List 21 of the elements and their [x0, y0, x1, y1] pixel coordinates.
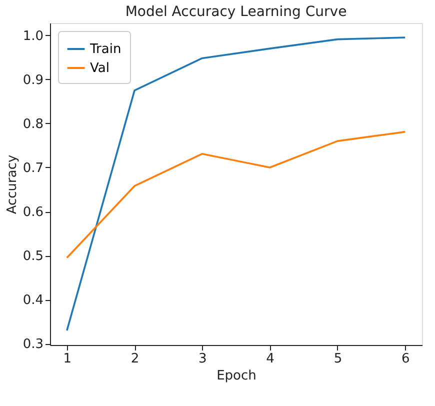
line-series [66, 36, 406, 332]
x-tick-label: 1 [63, 352, 72, 366]
x-tick-label: 2 [130, 352, 140, 366]
line-series [66, 130, 406, 259]
y-tick-label: 0.4 [22, 293, 44, 308]
y-tick-label: 0.5 [22, 249, 44, 264]
y-tick-label: 0.3 [22, 337, 44, 352]
y-tick-label: 0.8 [22, 116, 44, 132]
y-tick-label: 0.9 [22, 72, 44, 88]
x-tick-label: 6 [401, 352, 410, 366]
legend-label: Val [90, 61, 110, 76]
y-axis-title: Accuracy [4, 154, 20, 214]
x-tick-label: 3 [198, 352, 207, 366]
y-tick-label: 0.7 [22, 160, 44, 176]
x-tick-label: 4 [266, 352, 274, 366]
x-axis-title: Epoch [216, 368, 256, 384]
chart-title: Model Accuracy Learning Curve [125, 4, 347, 20]
y-tick-label: 0.6 [22, 205, 44, 220]
y-tick-label: 1.0 [22, 28, 44, 44]
x-tick-label: 5 [334, 352, 342, 366]
legend-label: Train [89, 42, 122, 57]
